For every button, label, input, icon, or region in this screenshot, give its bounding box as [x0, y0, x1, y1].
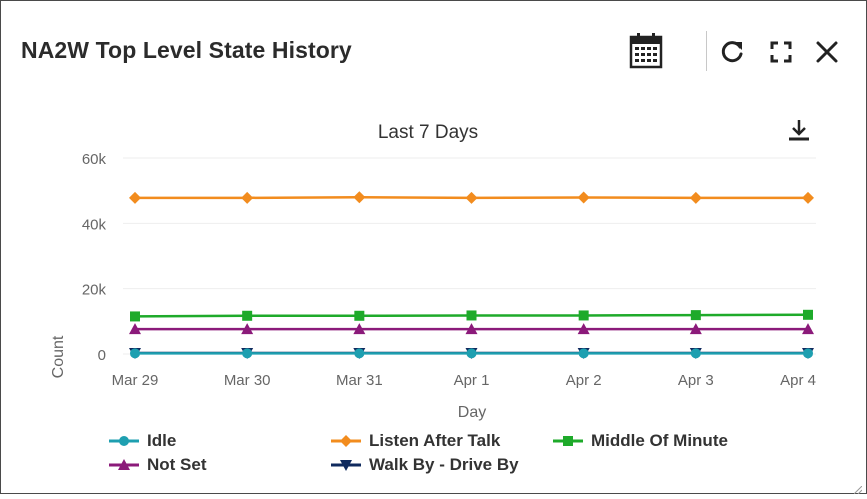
x-tick-label: Apr 4	[780, 372, 816, 389]
triangle-marker	[353, 323, 366, 335]
legend-item-not-set[interactable]: Not Set	[109, 455, 207, 475]
diamond-marker	[129, 191, 141, 204]
diamond-marker	[577, 191, 590, 204]
chart-title: Last 7 Days	[378, 122, 478, 143]
x-tick-label: Mar 29	[112, 372, 159, 389]
y-tick-label: 60k	[82, 151, 107, 168]
legend-item-idle[interactable]: Idle	[109, 431, 176, 451]
legend-label: Walk By - Drive By	[369, 455, 519, 474]
y-tick-label: 0	[98, 347, 106, 364]
download-icon	[789, 120, 809, 141]
legend-square-marker-icon	[553, 436, 583, 446]
panel-title: NA2W Top Level State History	[21, 37, 352, 63]
triangle-marker	[577, 323, 590, 335]
circle-marker	[242, 348, 253, 359]
x-tick-label: Apr 1	[454, 372, 490, 389]
series-idle	[130, 348, 813, 359]
legend-item-listen-after-talk[interactable]: Listen After Talk	[331, 431, 500, 451]
y-axis-label: Count	[50, 335, 67, 378]
legend-triangle-down-marker-icon	[331, 460, 361, 471]
resize-grip[interactable]	[853, 481, 863, 495]
diamond-marker	[465, 191, 478, 204]
diamond-marker	[241, 191, 254, 204]
triangle-marker	[129, 323, 141, 335]
square-marker	[130, 311, 140, 322]
fullscreen-button[interactable]	[767, 38, 795, 66]
square-marker	[466, 310, 477, 321]
circle-marker	[803, 348, 813, 359]
legend-diamond-marker-icon	[331, 435, 361, 447]
legend-label: Idle	[147, 431, 177, 450]
refresh-button[interactable]	[717, 37, 747, 67]
x-axis-label: Day	[458, 404, 486, 421]
line-chart: Last 7 Days 0 20k 40k 60k Mar 29 Mar 30 Mar 31…	[50, 122, 816, 421]
legend-label: Middle Of Minute	[591, 431, 728, 450]
x-tick-label: Mar 31	[336, 372, 383, 389]
y-tick-label: 20k	[82, 282, 107, 299]
close-button[interactable]	[813, 38, 841, 66]
square-marker	[690, 310, 701, 321]
triangle-marker	[465, 323, 478, 335]
refresh-icon	[721, 41, 743, 63]
x-tick-label: Apr 2	[566, 372, 602, 389]
fullscreen-icon	[770, 41, 792, 63]
legend-item-walk-by-drive-by[interactable]: Walk By - Drive By	[331, 455, 519, 475]
circle-marker	[130, 348, 140, 359]
legend-circle-marker-icon	[109, 436, 139, 446]
triangle-marker	[689, 323, 702, 335]
circle-marker	[578, 348, 589, 359]
diamond-marker	[802, 191, 814, 204]
circle-marker	[690, 348, 701, 359]
legend-label: Not Set	[147, 455, 207, 474]
legend-label: Listen After Talk	[369, 431, 501, 450]
square-marker	[803, 309, 813, 320]
toolbar-divider	[706, 31, 707, 71]
square-marker	[578, 310, 589, 321]
diamond-marker	[689, 191, 702, 204]
circle-marker	[354, 348, 365, 359]
calendar-icon	[629, 33, 663, 69]
calendar-button[interactable]	[627, 31, 665, 69]
resize-grip-icon	[853, 485, 863, 495]
series-middle-of-minute	[130, 309, 813, 322]
x-tick-label: Mar 30	[224, 372, 271, 389]
legend-item-middle-of-minute[interactable]: Middle Of Minute	[553, 431, 728, 451]
series-listen-after-talk	[129, 191, 814, 204]
circle-marker	[466, 348, 477, 359]
download-button[interactable]	[785, 115, 813, 145]
x-tick-label: Apr 3	[678, 372, 714, 389]
y-tick-label: 40k	[82, 216, 107, 233]
close-icon	[816, 41, 838, 63]
legend-triangle-marker-icon	[109, 459, 139, 470]
series-not-set	[129, 323, 814, 335]
triangle-marker	[241, 323, 254, 335]
diamond-marker	[353, 191, 366, 204]
square-marker	[242, 310, 253, 321]
square-marker	[354, 310, 365, 321]
triangle-marker	[802, 323, 814, 335]
